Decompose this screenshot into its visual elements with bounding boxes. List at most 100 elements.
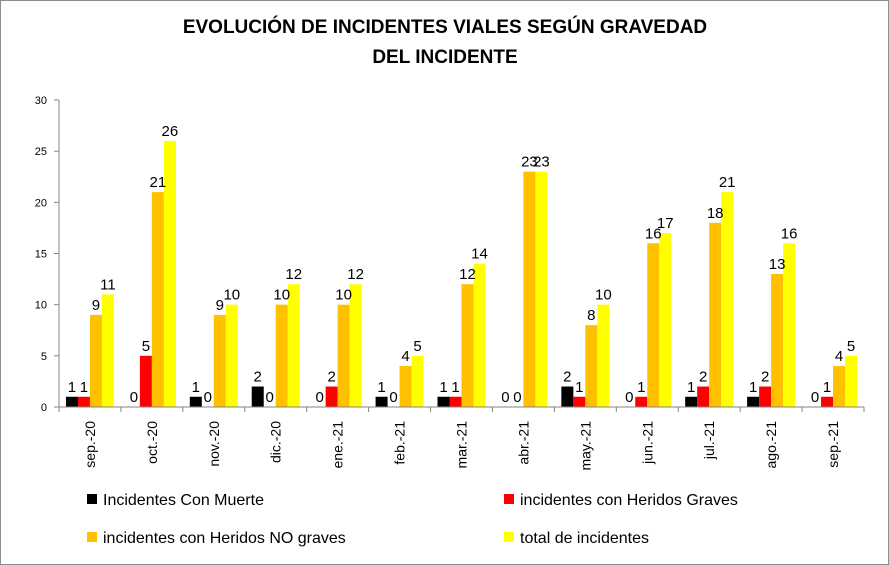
y-tick-label: 0 [41,402,47,414]
y-tick-label: 10 [35,300,47,312]
data-label: 5 [142,338,150,355]
chart-title-line: DEL INCIDENTE [372,47,517,68]
bar [411,355,424,407]
bar [287,284,300,407]
x-tick-label: may.-21 [577,421,593,471]
data-label: 1 [439,379,447,396]
bar [189,396,202,407]
x-tick-label: feb.-21 [392,421,408,465]
data-label: 13 [769,256,786,273]
legend-label: incidentes con Heridos Graves [520,492,738,509]
bar [65,396,78,407]
bar [213,314,226,407]
data-label: 0 [811,389,819,406]
data-label: 14 [471,246,488,263]
data-label: 23 [533,154,550,171]
bar [337,304,350,407]
legend-label: Incidentes Con Muerte [103,492,264,509]
x-tick-label: mar.-21 [454,421,470,469]
x-tick-label: jun.-21 [639,421,655,465]
bar [151,192,164,407]
data-label: 2 [327,369,335,386]
data-label: 0 [513,389,521,406]
data-label: 10 [335,287,352,304]
data-label: 1 [637,379,645,396]
data-label: 10 [273,287,290,304]
data-label: 0 [266,389,274,406]
legend: Incidentes Con Muerte incidentes con Heri… [87,492,738,547]
data-label: 2 [699,369,707,386]
data-label: 1 [687,379,695,396]
bar [845,355,858,407]
y-tick-label: 25 [35,146,47,158]
legend-swatch [87,494,97,504]
legend-item: total de incidentes [504,530,649,547]
bar [597,304,610,407]
bar [139,355,152,407]
bar [833,366,846,407]
data-label: 2 [563,369,571,386]
y-tick-label: 15 [35,249,47,261]
data-label: 16 [781,225,798,242]
data-label: 16 [645,225,662,242]
data-label: 12 [285,266,302,283]
legend-swatch [504,494,514,504]
bar [325,386,338,407]
data-label: 9 [216,297,224,314]
x-tick-label: sep.-21 [825,421,841,468]
bar [275,304,288,407]
data-label: 26 [162,123,179,140]
y-tick-label: 20 [35,197,47,209]
data-label: 18 [707,205,724,222]
legend-label: incidentes con Heridos NO graves [103,530,346,547]
legend-label: total de incidentes [520,530,649,547]
bar [375,396,388,407]
bar [349,284,362,407]
bar [163,140,176,407]
chart-title-line: EVOLUCIÓN DE INCIDENTES VIALES SEGÚN GRA… [183,16,707,38]
data-label: 1 [451,379,459,396]
x-tick-label: dic.-20 [268,421,284,463]
bar [535,171,548,407]
legend-item: incidentes con Heridos NO graves [87,530,346,547]
bar [473,263,486,407]
legend-item: Incidentes Con Muerte [87,492,264,509]
x-tick-label: jul.-21 [701,421,717,460]
data-label: 5 [847,338,855,355]
bar [747,396,760,407]
legend-swatch [504,532,514,542]
data-label: 12 [459,266,476,283]
data-label: 1 [823,379,831,396]
bars [65,140,858,407]
x-tick-label: ago.-21 [763,421,779,469]
bar [89,314,102,407]
data-label: 9 [92,297,100,314]
data-label: 0 [315,389,323,406]
bar [821,396,834,407]
bar [635,396,648,407]
data-label: 12 [347,266,364,283]
x-tick-label: oct.-20 [144,421,160,464]
x-axis: sep.-20 oct.-20 nov.-20 dic.-20 ene.-21 feb.-… [58,406,865,471]
bar [585,325,598,407]
bar [759,386,772,407]
data-label: 0 [130,389,138,406]
bar [561,386,574,407]
bar [647,243,660,407]
data-label: 17 [657,215,674,232]
bar [399,366,412,407]
bar [685,396,698,407]
bar [523,171,536,407]
bar [721,192,734,407]
data-label: 0 [501,389,509,406]
y-tick-label: 30 [35,95,47,107]
bar [449,396,462,407]
data-label: 8 [587,307,595,324]
data-label: 11 [100,276,116,293]
data-label: 2 [761,369,769,386]
bar [251,386,264,407]
data-label: 1 [749,379,757,396]
x-tick-label: nov.-20 [206,421,222,467]
